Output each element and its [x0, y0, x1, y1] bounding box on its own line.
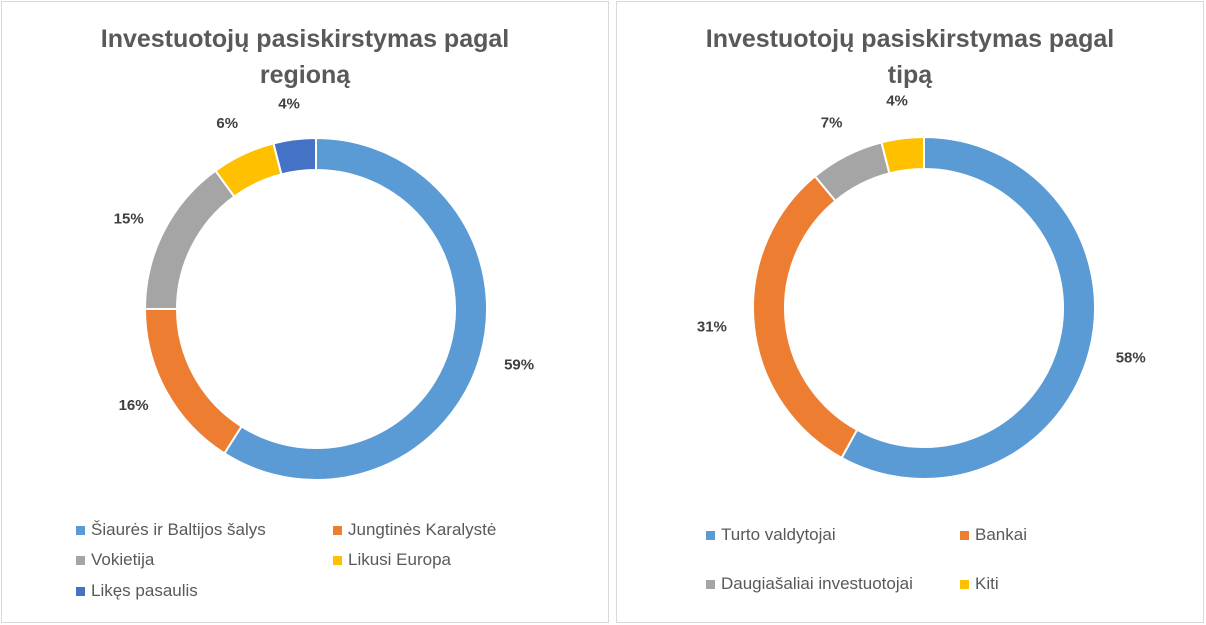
legend-swatch: [76, 586, 85, 596]
data-label: 59%: [504, 357, 534, 374]
data-label: 16%: [119, 397, 149, 414]
legend-item: Kiti: [960, 574, 999, 594]
legend-swatch: [333, 555, 342, 565]
legend-label: Turto valdytojai: [721, 525, 836, 544]
chart-panel-type: Investuotojų pasiskirstymas pagal tipą 5…: [616, 1, 1204, 623]
legend-label: Kiti: [975, 574, 999, 593]
legend-item: Šiaurės ir Baltijos šalys: [76, 520, 266, 540]
legend-item: Turto valdytojai: [706, 525, 836, 545]
chart-title-line-2: tipą: [887, 61, 933, 89]
data-label: 15%: [114, 211, 144, 228]
legend-swatch: [960, 530, 969, 540]
chart-title-line-1: Investuotojų pasiskirstymas pagal: [705, 25, 1115, 53]
donut-slice: [880, 135, 925, 175]
legend-item: Likęs pasaulis: [76, 581, 198, 601]
legend-swatch: [960, 579, 969, 589]
legend-item: Jungtinės Karalystė: [333, 520, 496, 540]
legend-label: Daugiašaliai investuotojai: [721, 574, 913, 593]
legend-label: Šiaurės ir Baltijos šalys: [91, 520, 266, 539]
legend-swatch: [76, 555, 85, 565]
donut-chart-type: 58% 31% 7% 4%: [697, 93, 1146, 480]
chart-title-line-2: regioną: [259, 61, 351, 89]
donut-slice: [752, 174, 859, 460]
legend-item: Daugiašaliai investuotojai: [706, 574, 913, 594]
chart-title-line-1: Investuotojų pasiskirstymas pagal: [100, 25, 510, 53]
donut-slice: [840, 135, 1097, 480]
chart-title: Investuotojų pasiskirstymas pagal tipą: [617, 21, 1203, 93]
legend-label: Likęs pasaulis: [91, 581, 198, 600]
chart-title: Investuotojų pasiskirstymas pagal region…: [2, 21, 608, 93]
legend-label: Jungtinės Karalystė: [348, 520, 497, 539]
data-label: 4%: [886, 93, 908, 110]
donut-chart-region: 59% 16% 15% 6% 4%: [114, 96, 534, 481]
chart-panel-region: Investuotojų pasiskirstymas pagal region…: [1, 1, 609, 623]
legend-item: Likusi Europa: [333, 550, 451, 570]
data-label: 31%: [697, 319, 727, 336]
legend-item: Vokietija: [76, 550, 154, 570]
legend-swatch: [333, 525, 342, 535]
legend-swatch: [706, 579, 715, 589]
data-label: 6%: [216, 115, 238, 132]
legend-label: Vokietija: [91, 550, 155, 569]
donut-slice: [143, 169, 236, 310]
donut-slice: [222, 136, 489, 481]
legend-swatch: [76, 525, 85, 535]
data-label: 4%: [278, 96, 300, 113]
data-label: 7%: [821, 115, 843, 132]
donut-slice: [143, 308, 243, 455]
legend-swatch: [706, 530, 715, 540]
legend-label: Bankai: [975, 525, 1027, 544]
legend-item: Bankai: [960, 525, 1027, 545]
legend-label: Likusi Europa: [348, 550, 452, 569]
data-label: 58%: [1116, 349, 1146, 366]
donut-slice: [272, 136, 317, 176]
